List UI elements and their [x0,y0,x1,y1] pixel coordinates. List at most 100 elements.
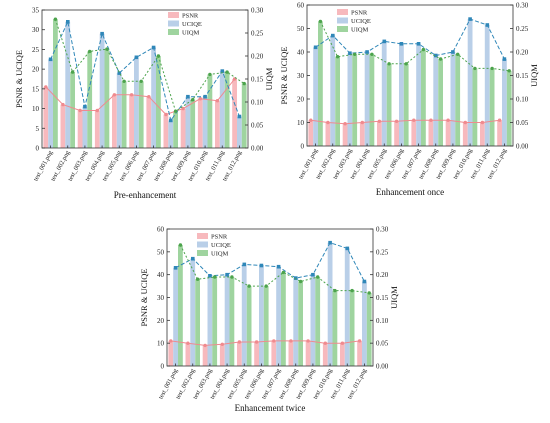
uiqm-marker [156,54,161,58]
psnr-bar [43,86,49,148]
uiqm-marker [316,275,320,279]
psnr-bar [232,79,237,148]
ucique-marker [191,256,195,261]
psnr-marker [340,341,345,345]
psnr-bar [129,94,134,148]
uiqm-bar [438,59,443,146]
ucique-line [175,242,365,282]
uiqm-bar [224,72,230,148]
y-tick-label: 0 [161,363,165,371]
psnr-bar [60,104,66,148]
psnr-marker [446,118,450,122]
y-axis-title: PSNR & UCIQE [14,50,24,108]
psnr-bar [146,96,152,148]
y-axis-title: PSNR & UCIQE [279,46,289,104]
uiqm-bar [195,279,200,366]
psnr-bar [428,120,434,146]
psnr-legend-label: PSNR [351,10,368,17]
uiqm-line [319,21,510,72]
uiqm-marker [213,275,217,279]
ucique-bar [185,96,191,148]
ucique-bar [190,258,196,366]
psnr-marker [480,120,485,125]
ucique-bar [362,281,367,366]
ucique-marker [220,69,225,73]
y2-tick-label: 0.25 [251,30,264,38]
y-tick-label: 60 [297,2,305,10]
ucique-marker [173,266,178,270]
ucique-legend-swatch [197,241,208,248]
uiqm-bar [53,19,58,149]
uiqm-legend-label: UIQM [211,251,229,258]
ucique-marker [48,57,53,62]
uiqm-marker [242,81,246,86]
psnr-marker [220,342,224,346]
y2-tick-label: 0.20 [516,49,529,57]
psnr-bar [94,110,100,148]
ucique-marker [345,246,350,251]
psnr-marker [289,339,293,343]
psnr-marker [198,97,202,101]
uiqm-bar [335,56,340,147]
uiqm-bar [386,63,392,147]
y-tick-label: 20 [157,317,165,325]
ucique-bar [330,35,336,146]
ucique-legend-label: UCIQE [351,18,371,25]
uiqm-bar [138,81,144,148]
y2-tick-label: 0.05 [516,119,529,127]
y2-tick-label: 0.30 [251,7,264,15]
uiqm-marker [53,17,58,21]
psnr-bar [342,123,348,146]
psnr-marker [463,120,467,125]
uiqm-marker [230,275,234,279]
x-axis-title: Pre-enhancement [114,190,177,200]
uiqm-legend-swatch [337,26,348,32]
uiqm-bar [207,74,213,148]
uiqm-bar [298,281,303,366]
psnr-bar [445,120,451,146]
psnr-marker [272,339,276,343]
psnr-bar [237,342,242,366]
uiqm-bar [489,68,495,146]
ucique-marker [169,118,173,123]
psnr-marker [112,93,117,97]
psnr-bar [77,110,83,148]
y2-axis-title: UIQM [264,67,274,90]
ucique-marker [208,274,212,278]
ucique-marker [362,279,367,284]
uiqm-marker [105,47,109,51]
ucique-legend-label: UCIQE [211,242,231,249]
psnr-marker [497,118,502,122]
x-axis-title: Enhancement once [376,187,444,197]
y-tick-label: 0 [301,143,305,151]
psnr-marker [360,120,364,125]
y2-tick-label: 0.10 [516,96,529,104]
uiqm-bar [315,277,321,366]
ucique-bar [224,274,230,366]
psnr-legend-swatch [337,9,348,15]
uiqm-bar [229,277,235,366]
psnr-marker [169,339,173,343]
uiqm-legend-swatch [197,250,208,256]
ucique-marker [237,114,242,119]
psnr-marker [44,85,48,89]
psnr-marker [147,95,151,99]
ucique-marker [66,20,70,24]
uiqm-bar [349,290,355,366]
uiqm-marker [421,47,426,52]
uiqm-marker [208,72,212,77]
psnr-marker [323,341,327,345]
y-tick-label: 10 [32,105,40,113]
ucique-marker [382,39,387,44]
psnr-bar [377,121,382,146]
uiqm-marker [438,57,443,61]
uiqm-marker [195,277,200,281]
ucique-legend-swatch [337,17,348,24]
chart-enhancement-once: 0 10 20 30 40 50 60 0.00 0.05 0.10 0.15 0.20 0.25 0.3… [275,0,550,210]
psnr-marker [95,108,100,113]
y-tick-label: 15 [32,85,40,93]
ucique-marker [348,51,352,55]
y2-tick-label: 0.05 [376,340,389,348]
uiqm-marker [456,52,460,56]
ucique-marker [311,272,315,277]
